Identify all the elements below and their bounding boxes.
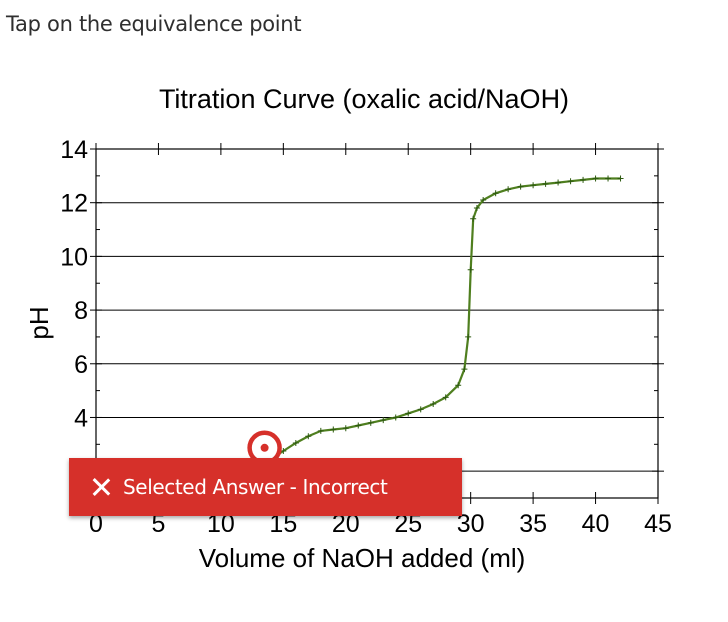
x-tick-label: 40 bbox=[582, 510, 610, 538]
data-point bbox=[330, 426, 337, 433]
data-point bbox=[292, 439, 299, 446]
data-point bbox=[617, 175, 624, 182]
tick-marks bbox=[90, 143, 664, 504]
data-point bbox=[473, 205, 480, 212]
y-tick-label: 14 bbox=[60, 136, 88, 164]
data-point bbox=[555, 179, 562, 186]
data-point bbox=[465, 333, 472, 340]
data-point bbox=[542, 180, 549, 187]
data-point bbox=[605, 175, 612, 182]
x-axis-label: Volume of NaOH added (ml) bbox=[199, 543, 526, 573]
data-point bbox=[580, 176, 587, 183]
x-tick-label: 45 bbox=[644, 510, 672, 538]
y-tick-label: 6 bbox=[74, 351, 88, 379]
data-point bbox=[355, 422, 362, 429]
y-tick-label: 12 bbox=[60, 190, 88, 218]
y-tick-label: 4 bbox=[74, 404, 88, 432]
y-tick-label: 8 bbox=[74, 297, 88, 325]
data-point bbox=[505, 186, 512, 193]
x-tick-label: 5 bbox=[151, 510, 165, 538]
data-point bbox=[392, 414, 399, 421]
axes bbox=[95, 148, 659, 499]
data-point bbox=[305, 433, 312, 440]
chart-title: Titration Curve (oxalic acid/NaOH) bbox=[158, 84, 570, 114]
data-point bbox=[530, 182, 537, 189]
data-point bbox=[405, 410, 412, 417]
data-point bbox=[455, 382, 462, 389]
y-axis-label: pH bbox=[24, 306, 54, 339]
data-point bbox=[380, 417, 387, 424]
series-titration bbox=[205, 175, 624, 480]
grid-lines bbox=[96, 148, 658, 472]
selection-target-dot bbox=[260, 443, 269, 452]
data-point bbox=[492, 190, 499, 197]
data-point bbox=[342, 425, 349, 432]
data-point bbox=[367, 419, 374, 426]
data-point bbox=[417, 406, 424, 413]
feedback-banner: Selected Answer - Incorrect bbox=[69, 458, 462, 516]
data-point bbox=[442, 394, 449, 401]
data-point bbox=[467, 266, 474, 273]
x-tick-label: 0 bbox=[89, 510, 103, 538]
data-point bbox=[317, 427, 324, 434]
data-point bbox=[430, 401, 437, 408]
data-point bbox=[592, 175, 599, 182]
data-point bbox=[461, 366, 468, 373]
feedback-label: Selected Answer - Incorrect bbox=[123, 475, 388, 499]
x-icon bbox=[91, 477, 111, 497]
data-point bbox=[567, 178, 574, 185]
plot-frame bbox=[95, 148, 659, 499]
y-tick-labels: 2468101214 bbox=[60, 136, 88, 486]
y-tick-label: 10 bbox=[60, 243, 88, 271]
data-point bbox=[470, 215, 477, 222]
x-tick-label: 35 bbox=[519, 510, 547, 538]
data-point bbox=[480, 197, 487, 204]
data-point bbox=[517, 183, 524, 190]
question-prompt: Tap on the equivalence point bbox=[6, 12, 302, 36]
